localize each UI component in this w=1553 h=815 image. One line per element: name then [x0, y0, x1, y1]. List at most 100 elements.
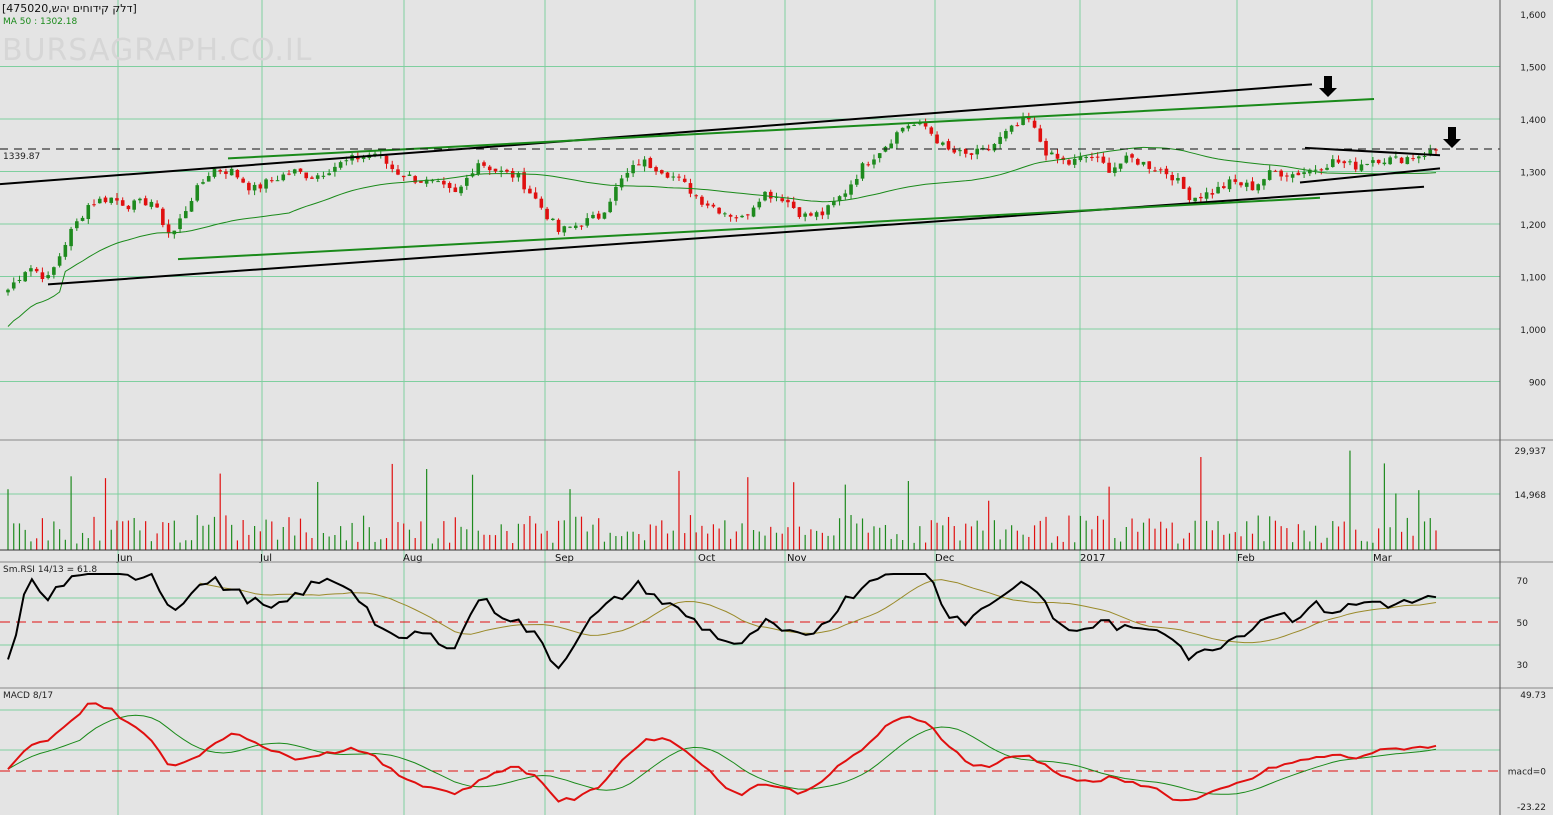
candle-body	[671, 176, 676, 178]
candle-body	[940, 142, 945, 145]
candle-body	[52, 267, 56, 275]
macd-axis: 49.73 macd=0 -23.22	[1508, 691, 1546, 813]
candle-body	[832, 201, 836, 206]
candle-body	[889, 143, 893, 149]
candle-body	[464, 177, 469, 186]
candle-body	[1422, 156, 1427, 158]
price-tick-label: 1,600	[1520, 11, 1546, 21]
candle-body	[1158, 169, 1163, 171]
month-axis: Jun Jul Aug Sep Oct Nov Dec 2017 Feb Mar	[116, 553, 1393, 564]
candle-body	[1199, 196, 1203, 199]
candle-body	[287, 173, 291, 175]
candle-body	[407, 174, 412, 176]
candle-body	[212, 168, 217, 177]
candle-body	[711, 204, 716, 207]
candle-body	[797, 207, 802, 218]
candle-body	[648, 157, 653, 168]
candle-body	[218, 170, 222, 172]
candle-body	[1330, 159, 1335, 167]
rsi-panel: 30 50 70 Sm.RSI 14/13 = 61.8	[0, 565, 1528, 671]
candle-body	[1239, 182, 1243, 186]
candle-body	[63, 244, 68, 257]
candle-body	[923, 122, 928, 127]
candle-body	[447, 183, 452, 189]
candle-body	[1279, 170, 1283, 177]
candle-body	[1210, 193, 1215, 195]
candle-body	[952, 149, 957, 153]
volume-tick-label: 14,968	[1515, 491, 1547, 501]
candle-body	[849, 184, 853, 195]
candle-body	[166, 224, 171, 234]
trendlines	[0, 83, 1441, 286]
candle-body	[1342, 161, 1347, 164]
candle-body	[734, 217, 739, 219]
candle-body	[1101, 156, 1106, 163]
candle-body	[1371, 160, 1375, 163]
price-tick-label: 1,400	[1520, 116, 1546, 126]
candle-body	[1227, 179, 1232, 190]
candle-body	[34, 268, 39, 272]
candle-body	[247, 182, 251, 191]
candle-body	[958, 150, 962, 152]
candle-body	[1164, 168, 1169, 175]
candle-body	[717, 207, 721, 214]
price-axis: 900 1,000 1,100 1,200 1,300 1,400 1,500 1,600	[1520, 11, 1546, 389]
candle-body	[837, 196, 842, 202]
upper-channel-line-green	[227, 98, 1375, 160]
candle-body	[505, 169, 509, 172]
candle-body	[912, 124, 916, 126]
month-label: Dec	[935, 553, 954, 564]
candle-body	[155, 203, 159, 208]
macd-panel: 49.73 macd=0 -23.22 MACD 8/17	[0, 691, 1546, 813]
macd-tick-label: -23.22	[1517, 803, 1546, 813]
candle-body	[1388, 157, 1392, 165]
candle-body	[1262, 179, 1266, 186]
candle-body	[596, 213, 601, 219]
volume-panel: 14,968 29,937	[0, 447, 1547, 551]
candle-body	[740, 215, 744, 218]
candle-body	[189, 201, 194, 212]
candle-body	[75, 221, 79, 229]
candle-body	[1222, 186, 1226, 189]
candle-body	[1302, 172, 1306, 175]
candle-body	[1204, 192, 1209, 199]
candle-body	[1348, 161, 1352, 163]
down-arrow-icon	[1443, 127, 1461, 148]
candle-body	[401, 175, 406, 178]
candle-body	[1141, 161, 1146, 165]
rsi-tick-label: 50	[1517, 619, 1529, 629]
candle-body	[57, 256, 62, 266]
candle-body	[872, 159, 876, 165]
candle-body	[723, 213, 727, 215]
candle-body	[992, 144, 997, 151]
rsi-signal-line	[199, 579, 1437, 644]
candle-body	[442, 180, 446, 185]
candle-body	[528, 188, 532, 194]
candle-body	[963, 148, 968, 154]
candle-body	[241, 178, 245, 183]
candle-body	[1044, 140, 1048, 156]
month-label: Jun	[116, 553, 133, 564]
candle-body	[665, 172, 670, 178]
candle-body	[292, 169, 297, 174]
candle-body	[11, 282, 16, 289]
candle-body	[143, 198, 148, 206]
candle-body	[814, 212, 819, 217]
candle-body	[1325, 167, 1329, 170]
candle-body	[539, 198, 544, 208]
candle-body	[344, 160, 349, 162]
candle-body	[109, 197, 114, 203]
candle-body	[459, 186, 463, 194]
lower-channel-line-green	[177, 196, 1321, 261]
candle-body	[906, 125, 911, 129]
candle-body	[1090, 156, 1094, 159]
candle-body	[310, 177, 314, 179]
candle-body	[774, 196, 779, 198]
candle-body	[252, 184, 257, 191]
candle-body	[1004, 130, 1008, 139]
candle-body	[946, 141, 951, 150]
candle-body	[1233, 179, 1238, 182]
month-label: Jul	[259, 553, 272, 564]
candle-body	[998, 136, 1002, 144]
rsi-tick-label: 30	[1517, 661, 1529, 671]
